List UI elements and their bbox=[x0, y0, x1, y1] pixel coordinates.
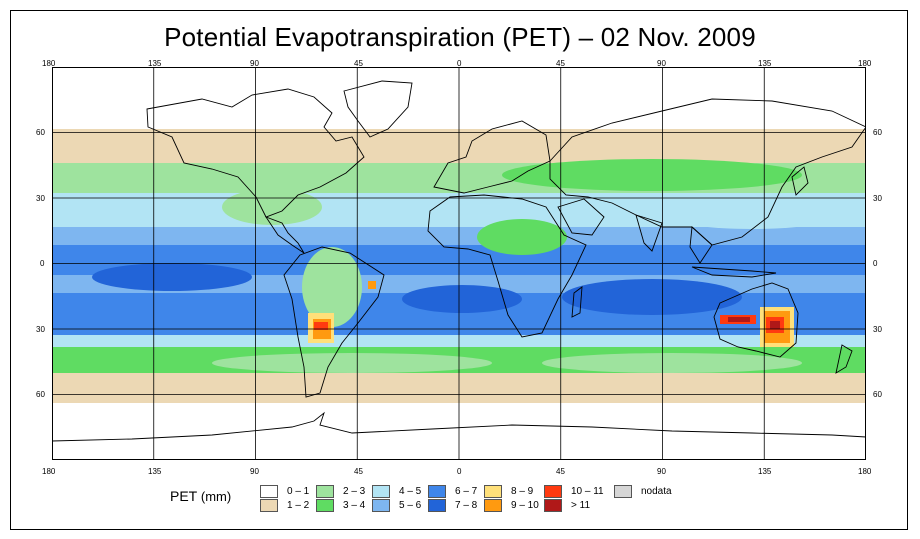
legend-label-10-11: 10 – 11 bbox=[571, 486, 604, 497]
patch-southern-indian-green bbox=[542, 353, 802, 373]
legend-label-nodata: nodata bbox=[641, 486, 672, 497]
lon-tick-bottom-90w: 90 bbox=[250, 467, 259, 476]
lat-tick-right-30s: 30 bbox=[873, 325, 882, 334]
patch-atlantic-7-8 bbox=[402, 285, 522, 313]
lon-tick-top-90w: 90 bbox=[250, 59, 259, 68]
legend-title: PET (mm) bbox=[170, 488, 231, 504]
lon-tick-bottom-180e: 180 bbox=[858, 467, 872, 476]
lon-tick-bottom-180w: 180 bbox=[42, 467, 56, 476]
legend-label-2-3: 2 – 3 bbox=[343, 486, 366, 497]
map-title: Potential Evapotranspiration (PET) – 02 … bbox=[164, 22, 756, 52]
legend-swatch-10-11 bbox=[544, 485, 562, 498]
hotspot-australia-west-over-11 bbox=[728, 317, 750, 322]
coastlines bbox=[52, 80, 866, 442]
lon-tick-top-180w: 180 bbox=[42, 59, 56, 68]
lat-tick-left-60n: 60 bbox=[36, 128, 45, 137]
coast-north-america bbox=[146, 88, 365, 218]
map-area bbox=[52, 67, 866, 460]
lat-tick-right-30n: 30 bbox=[873, 194, 882, 203]
lon-tick-bottom-90e: 90 bbox=[657, 467, 666, 476]
lon-tick-bottom-135w: 135 bbox=[148, 467, 162, 476]
legend-label-1-2: 1 – 2 bbox=[287, 500, 310, 511]
patch-south-america-green bbox=[302, 247, 362, 327]
patch-indian-7-8 bbox=[562, 279, 742, 315]
legend-label-over-11: > 11 bbox=[571, 500, 590, 511]
legend-title-text: PET bbox=[170, 488, 197, 504]
legend-swatch-1-2 bbox=[260, 499, 278, 512]
coast-central-america bbox=[264, 216, 305, 254]
coast-asia bbox=[549, 98, 866, 246]
patch-canada-tan bbox=[152, 131, 352, 163]
legend-swatch-6-7 bbox=[428, 485, 446, 498]
coast-australia bbox=[713, 282, 799, 358]
lon-tick-bottom-45e: 45 bbox=[556, 467, 565, 476]
coast-india bbox=[635, 214, 663, 252]
lon-tick-top-180e: 180 bbox=[858, 59, 872, 68]
patch-pacific-7-8 bbox=[92, 263, 252, 291]
legend-swatch-7-8 bbox=[428, 499, 446, 512]
lon-tick-top-0: 0 bbox=[457, 59, 462, 68]
legend-swatch-0-1 bbox=[260, 485, 278, 498]
lon-tick-top-135w: 135 bbox=[148, 59, 162, 68]
coast-antarctica bbox=[52, 411, 866, 442]
hotspot-brazil-9-10 bbox=[368, 281, 376, 289]
legend-swatch-3-4 bbox=[316, 499, 334, 512]
coast-europe bbox=[433, 120, 551, 194]
legend-label-9-10: 9 – 10 bbox=[511, 500, 539, 511]
coast-south-america bbox=[283, 246, 385, 398]
legend-swatch-5-6 bbox=[372, 499, 390, 512]
patch-africa-green bbox=[477, 219, 567, 255]
legend-swatch-4-5 bbox=[372, 485, 390, 498]
pet-map bbox=[52, 67, 866, 460]
patch-west-pacific-light bbox=[672, 205, 832, 229]
lon-tick-top-45w: 45 bbox=[354, 59, 363, 68]
coast-madagascar bbox=[571, 286, 583, 318]
patch-southern-ocean-green bbox=[212, 353, 492, 373]
coast-new-zealand bbox=[835, 344, 853, 374]
lat-tick-right-0: 0 bbox=[873, 259, 878, 268]
map-border bbox=[52, 67, 866, 460]
coast-southeast-asia bbox=[689, 226, 713, 264]
legend-label-6-7: 6 – 7 bbox=[455, 486, 478, 497]
lat-tick-left-30s: 30 bbox=[36, 325, 45, 334]
lon-tick-top-135e: 135 bbox=[758, 59, 772, 68]
hotspot-south-america-10-11 bbox=[314, 322, 328, 330]
coast-greenland bbox=[343, 80, 413, 138]
legend-swatch-2-3 bbox=[316, 485, 334, 498]
lat-tick-left-30n: 30 bbox=[36, 194, 45, 203]
lon-tick-bottom-135e: 135 bbox=[758, 467, 772, 476]
legend-swatch-9-10 bbox=[484, 499, 502, 512]
legend-label-7-8: 7 – 8 bbox=[455, 500, 478, 511]
legend-swatch-over-11 bbox=[544, 499, 562, 512]
legend-label-0-1: 0 – 1 bbox=[287, 486, 310, 497]
coast-arabia bbox=[557, 198, 605, 236]
graticule bbox=[52, 67, 866, 460]
legend-label-4-5: 4 – 5 bbox=[399, 486, 422, 497]
lon-tick-top-90e: 90 bbox=[657, 59, 666, 68]
hotspot-australia-east-over-11 bbox=[770, 321, 780, 329]
lon-tick-bottom-45w: 45 bbox=[354, 467, 363, 476]
patch-asia-green bbox=[502, 159, 802, 191]
lat-tick-left-60s: 60 bbox=[36, 390, 45, 399]
legend-swatch-nodata bbox=[614, 485, 632, 498]
lat-tick-right-60s: 60 bbox=[873, 390, 882, 399]
legend-label-8-9: 8 – 9 bbox=[511, 486, 534, 497]
lat-tick-right-60n: 60 bbox=[873, 128, 882, 137]
legend-swatch-8-9 bbox=[484, 485, 502, 498]
lat-tick-left-0: 0 bbox=[40, 259, 45, 268]
lon-tick-top-45e: 45 bbox=[556, 59, 565, 68]
coast-japan bbox=[791, 166, 809, 196]
lon-tick-bottom-0: 0 bbox=[457, 467, 462, 476]
legend-unit: (mm) bbox=[200, 489, 232, 504]
legend-label-5-6: 5 – 6 bbox=[399, 500, 422, 511]
legend-label-3-4: 3 – 4 bbox=[343, 500, 366, 511]
